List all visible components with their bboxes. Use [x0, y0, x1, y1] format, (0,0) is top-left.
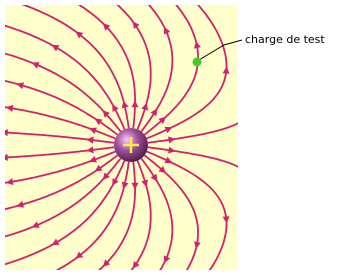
field-arrow	[1, 129, 8, 136]
field-diagram: charge de test	[0, 0, 360, 275]
test-charge	[193, 58, 202, 67]
test-charge-label: charge de test	[245, 33, 325, 46]
field-arrow	[1, 154, 8, 161]
